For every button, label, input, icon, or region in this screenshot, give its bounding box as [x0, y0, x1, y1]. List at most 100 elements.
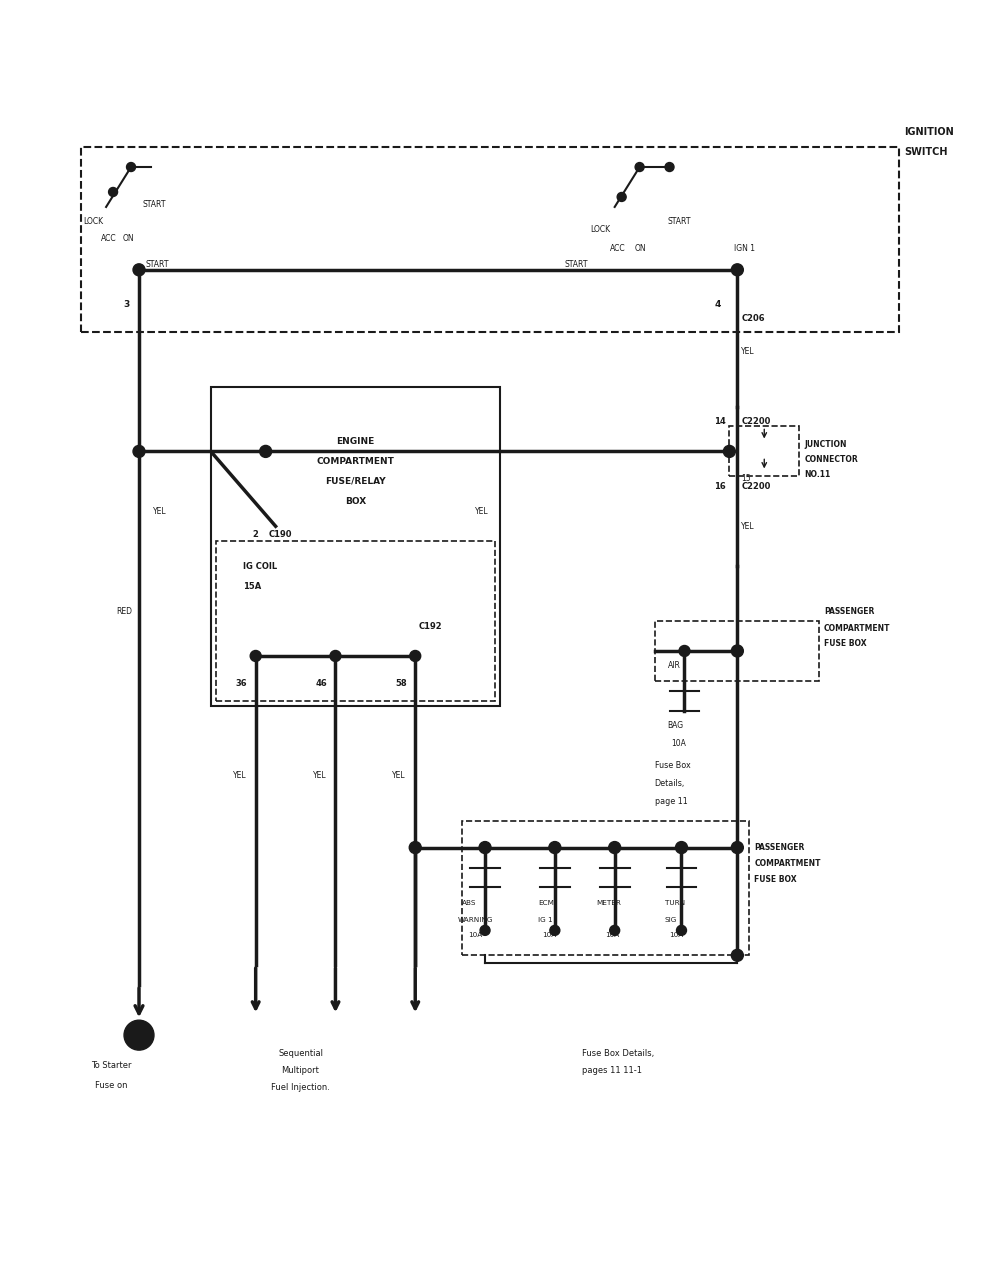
Text: Fuel Injection.: Fuel Injection.: [271, 1083, 330, 1092]
Text: C2200: C2200: [741, 417, 771, 426]
Circle shape: [677, 926, 686, 935]
Circle shape: [127, 162, 136, 171]
Text: LOCK: LOCK: [590, 225, 610, 234]
Circle shape: [731, 646, 743, 657]
Circle shape: [609, 841, 621, 854]
Text: YEL: YEL: [392, 772, 406, 781]
Bar: [216, 541, 495, 701]
Text: YEL: YEL: [233, 772, 246, 781]
Text: 14: 14: [714, 417, 726, 426]
Circle shape: [409, 841, 421, 854]
Text: To Starter: To Starter: [91, 1061, 131, 1070]
Circle shape: [260, 445, 272, 458]
Text: FUSE/RELAY: FUSE/RELAY: [325, 477, 386, 486]
Text: START: START: [143, 201, 166, 210]
Text: C: C: [136, 1030, 142, 1039]
Text: YEL: YEL: [475, 507, 489, 516]
Text: 10A: 10A: [605, 932, 619, 939]
Text: ACC: ACC: [610, 244, 625, 253]
Text: Fuse Box Details,: Fuse Box Details,: [582, 1048, 654, 1057]
Text: BOX: BOX: [345, 496, 366, 505]
Text: Fuse Box: Fuse Box: [655, 761, 690, 770]
Text: 2: 2: [253, 530, 259, 539]
Circle shape: [124, 1020, 154, 1051]
Text: NO.11: NO.11: [804, 469, 830, 478]
Circle shape: [723, 445, 735, 458]
Text: 16: 16: [714, 482, 726, 491]
Circle shape: [549, 841, 561, 854]
Text: Multiport: Multiport: [282, 1066, 319, 1075]
Circle shape: [479, 841, 491, 854]
Circle shape: [133, 445, 145, 458]
Text: ACC: ACC: [101, 234, 117, 243]
Bar: [81, 147, 899, 332]
Text: 10A: 10A: [670, 932, 684, 939]
Circle shape: [635, 162, 644, 171]
Bar: [729, 427, 799, 476]
Text: COMPARTMENT: COMPARTMENT: [824, 624, 891, 633]
Text: PASSENGER: PASSENGER: [754, 844, 805, 853]
Text: 4: 4: [714, 300, 721, 309]
Text: METER: METER: [597, 900, 622, 907]
Text: ENGINE: ENGINE: [336, 437, 375, 446]
Text: C192: C192: [418, 621, 442, 630]
Text: LOCK: LOCK: [83, 217, 103, 226]
Text: SIG: SIG: [665, 917, 677, 923]
Text: IGN 1: IGN 1: [734, 244, 755, 253]
Text: Sequential: Sequential: [278, 1048, 323, 1057]
Circle shape: [480, 926, 490, 935]
Text: START: START: [668, 217, 691, 226]
Text: YEL: YEL: [313, 772, 326, 781]
Text: 3: 3: [123, 300, 129, 309]
Text: JUNCTION: JUNCTION: [804, 440, 847, 449]
Circle shape: [617, 193, 626, 202]
Text: C206: C206: [741, 314, 765, 323]
Text: COMPARTMENT: COMPARTMENT: [316, 457, 394, 466]
Text: 15: 15: [741, 473, 751, 482]
Text: ECM: ECM: [538, 900, 554, 907]
Text: START: START: [146, 260, 169, 269]
Circle shape: [665, 162, 674, 171]
Text: YEL: YEL: [153, 507, 167, 516]
Text: ON: ON: [123, 234, 135, 243]
Text: CONNECTOR: CONNECTOR: [804, 455, 858, 464]
Text: 10A: 10A: [672, 739, 686, 748]
Text: SWITCH: SWITCH: [904, 147, 947, 157]
Circle shape: [731, 841, 743, 854]
Text: START: START: [565, 260, 588, 269]
Text: FUSE BOX: FUSE BOX: [824, 639, 867, 648]
Text: 15A: 15A: [243, 581, 261, 590]
Circle shape: [330, 651, 341, 661]
Circle shape: [250, 651, 261, 661]
Bar: [462, 820, 749, 955]
Bar: [211, 387, 500, 706]
Bar: [655, 621, 819, 680]
Text: 58: 58: [395, 679, 407, 688]
Text: IG COIL: IG COIL: [243, 562, 277, 571]
Text: IG 1: IG 1: [538, 917, 553, 923]
Text: BAG: BAG: [668, 721, 684, 730]
Circle shape: [676, 841, 687, 854]
Circle shape: [679, 646, 690, 656]
Text: ON: ON: [635, 244, 646, 253]
Circle shape: [731, 264, 743, 275]
Text: IGNITION: IGNITION: [904, 127, 954, 138]
Text: YEL: YEL: [741, 347, 755, 356]
Text: 36: 36: [236, 679, 247, 688]
Circle shape: [109, 188, 118, 197]
Text: WARNING: WARNING: [458, 917, 494, 923]
Text: FUSE BOX: FUSE BOX: [754, 874, 797, 883]
Text: TURN: TURN: [665, 900, 685, 907]
Text: Details,: Details,: [655, 779, 685, 788]
Text: RED: RED: [116, 607, 132, 616]
Text: 10A: 10A: [468, 932, 482, 939]
Circle shape: [610, 926, 620, 935]
Circle shape: [133, 264, 145, 275]
Text: ABS: ABS: [462, 900, 477, 907]
Text: 46: 46: [316, 679, 327, 688]
Text: YEL: YEL: [741, 522, 755, 531]
Text: pages 11 11-1: pages 11 11-1: [582, 1066, 642, 1075]
Text: COMPARTMENT: COMPARTMENT: [754, 859, 821, 868]
Circle shape: [410, 651, 421, 661]
Text: Fuse on: Fuse on: [95, 1080, 127, 1089]
